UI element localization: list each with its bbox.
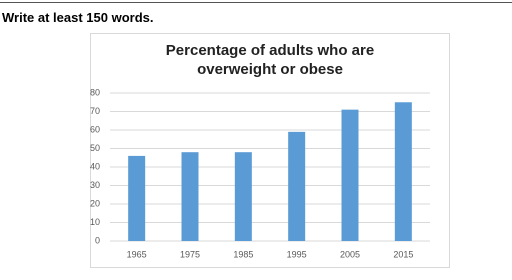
- x-tick-label: 1975: [180, 249, 200, 259]
- bar: [181, 152, 199, 241]
- chart-frame: [90, 33, 450, 268]
- instruction: Write at least 150 words.: [2, 10, 154, 25]
- x-tick-label: 2015: [393, 249, 413, 259]
- y-tick-label: 30: [90, 180, 100, 190]
- y-tick-label: 10: [90, 217, 100, 227]
- x-tick-label: 1965: [127, 249, 147, 259]
- bar: [394, 102, 412, 241]
- y-tick-label: 40: [90, 161, 100, 171]
- y-tick-label: 0: [95, 235, 100, 245]
- y-tick-label: 70: [90, 106, 100, 116]
- y-tick-label: 50: [90, 143, 100, 153]
- x-tick-label: 2005: [340, 249, 360, 259]
- y-tick-label: 20: [90, 198, 100, 208]
- bar: [234, 152, 252, 241]
- chart-title: Percentage of adults who are overweight …: [165, 42, 375, 78]
- bar: [128, 155, 146, 241]
- divider: [0, 2, 512, 3]
- bar: [341, 109, 359, 242]
- y-tick-label: 60: [90, 124, 100, 134]
- y-tick-label: 80: [90, 87, 100, 97]
- x-tick-label: 1995: [287, 249, 307, 259]
- bar: [288, 131, 306, 241]
- x-tick-label: 1985: [233, 249, 253, 259]
